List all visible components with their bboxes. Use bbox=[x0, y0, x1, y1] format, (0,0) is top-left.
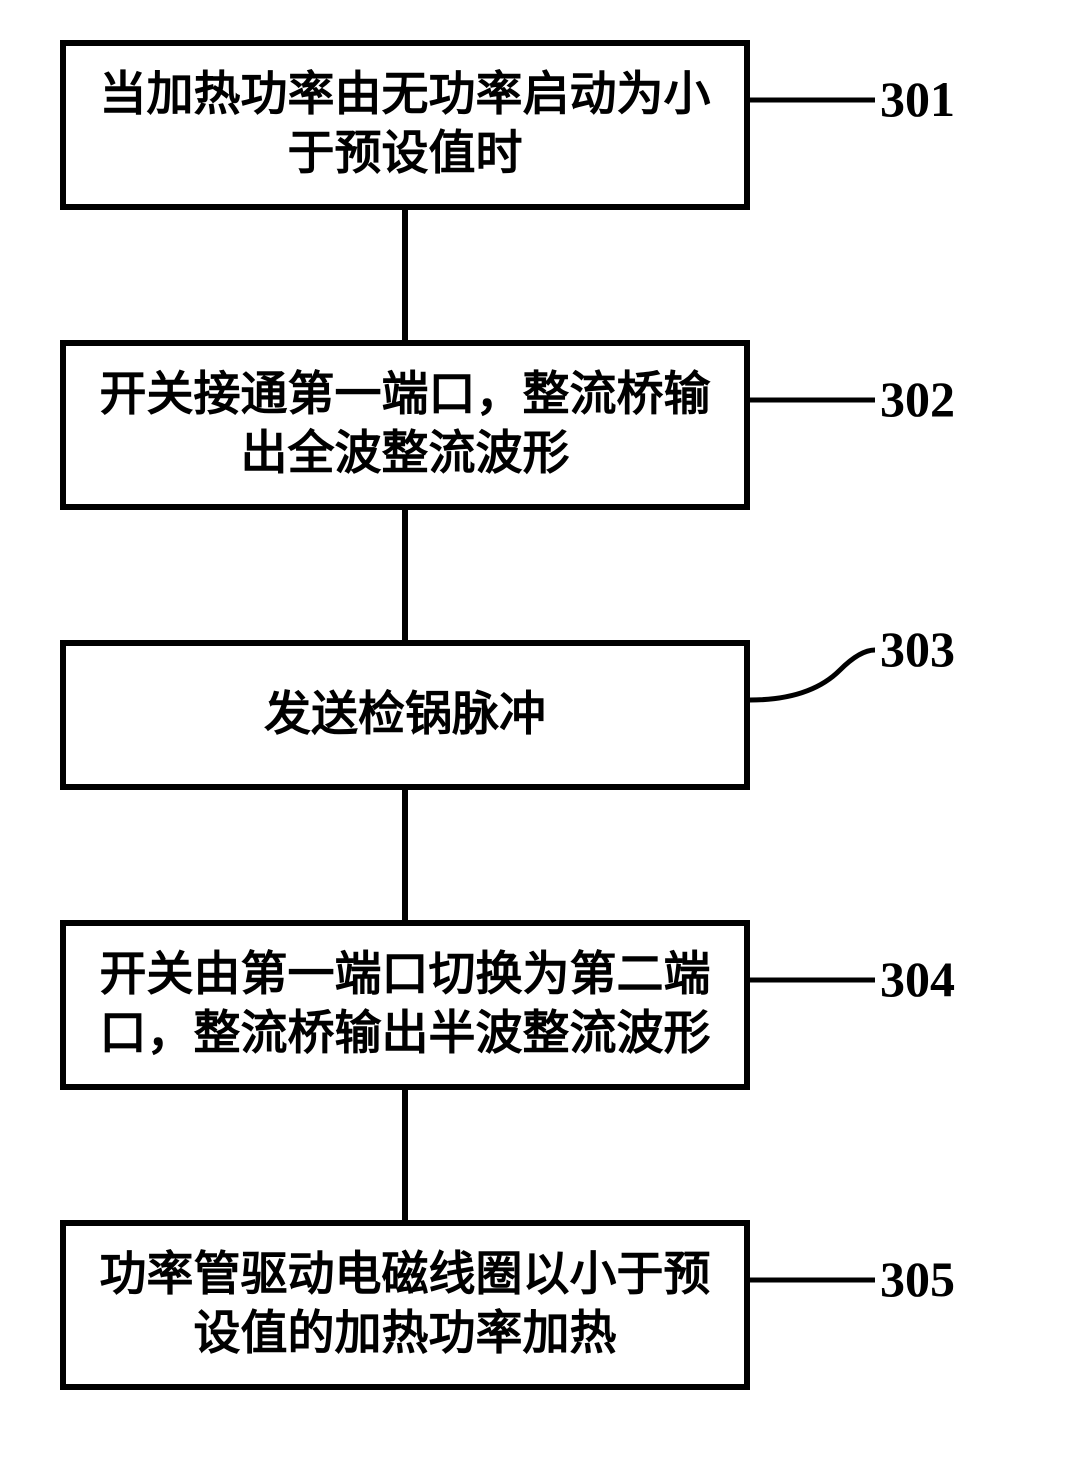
flow-step-5: 功率管驱动电磁线圈以小于预 设值的加热功率加热 bbox=[60, 1220, 750, 1390]
leader-3 bbox=[750, 630, 880, 720]
connector-4-5 bbox=[402, 1090, 408, 1220]
step-label-1: 301 bbox=[880, 70, 955, 128]
connector-1-2 bbox=[402, 210, 408, 340]
flow-step-3: 发送检锅脉冲 bbox=[60, 640, 750, 790]
flow-step-2: 开关接通第一端口，整流桥输 出全波整流波形 bbox=[60, 340, 750, 510]
connector-2-3 bbox=[402, 510, 408, 640]
flow-step-4: 开关由第一端口切换为第二端 口，整流桥输出半波整流波形 bbox=[60, 920, 750, 1090]
flow-step-3-text: 发送检锅脉冲 bbox=[264, 686, 546, 745]
connector-3-4 bbox=[402, 790, 408, 920]
step-label-4: 304 bbox=[880, 950, 955, 1008]
flow-step-2-text: 开关接通第一端口，整流桥输 出全波整流波形 bbox=[100, 366, 711, 484]
flow-step-1: 当加热功率由无功率启动为小 于预设值时 bbox=[60, 40, 750, 210]
flow-step-4-text: 开关由第一端口切换为第二端 口，整流桥输出半波整流波形 bbox=[100, 946, 711, 1064]
step-label-3: 303 bbox=[880, 620, 955, 678]
leader-2 bbox=[750, 380, 880, 420]
step-label-2: 302 bbox=[880, 370, 955, 428]
flow-step-5-text: 功率管驱动电磁线圈以小于预 设值的加热功率加热 bbox=[100, 1246, 711, 1364]
step-label-5: 305 bbox=[880, 1250, 955, 1308]
leader-4 bbox=[750, 960, 880, 1000]
flowchart-canvas: 当加热功率由无功率启动为小 于预设值时 开关接通第一端口，整流桥输 出全波整流波… bbox=[0, 0, 1073, 1469]
leader-1 bbox=[750, 80, 880, 120]
flow-step-1-text: 当加热功率由无功率启动为小 于预设值时 bbox=[100, 66, 711, 184]
leader-5 bbox=[750, 1260, 880, 1300]
